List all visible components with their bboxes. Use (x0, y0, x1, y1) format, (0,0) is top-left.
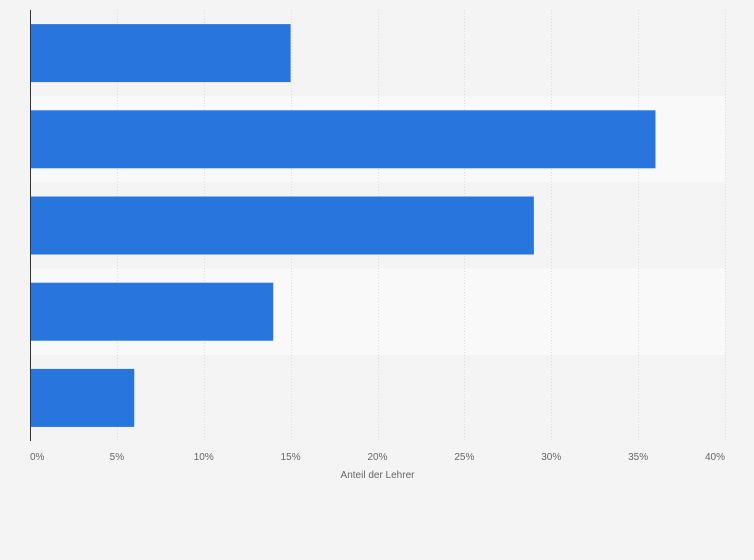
x-tick-label: 5% (110, 452, 125, 463)
x-tick-label: 20% (367, 452, 387, 463)
bars (30, 24, 656, 427)
x-tick-label: 40% (705, 452, 725, 463)
x-tick-label: 10% (194, 452, 214, 463)
x-tick-label: 35% (628, 452, 648, 463)
bar[interactable] (30, 110, 656, 169)
bar[interactable] (30, 282, 274, 341)
bar[interactable] (30, 196, 534, 255)
x-tick-label: 0% (30, 452, 45, 463)
bar[interactable] (30, 24, 291, 83)
x-tick-label: 30% (541, 452, 561, 463)
x-tick-label: 25% (454, 452, 474, 463)
row-band (30, 354, 725, 441)
x-tick-labels: 0% 5% 10% 15% 20% 25% 30% 35% 40% (30, 452, 725, 463)
x-tick-label: 15% (281, 452, 301, 463)
bar[interactable] (30, 368, 135, 427)
x-axis-title: Anteil der Lehrer (341, 470, 416, 481)
